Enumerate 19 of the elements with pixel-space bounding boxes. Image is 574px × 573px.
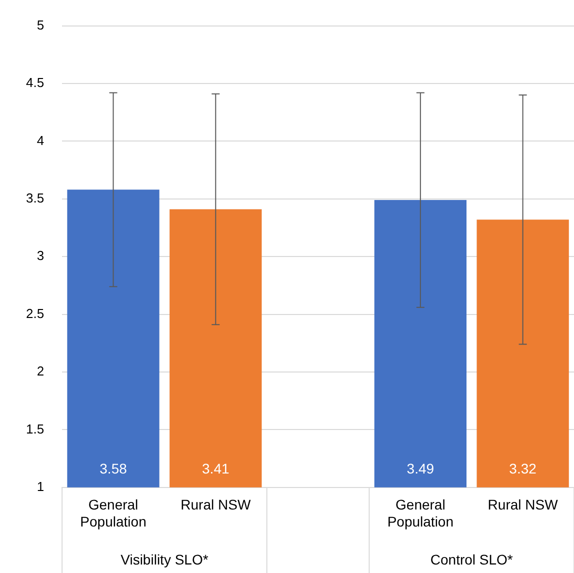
y-tick-label: 2: [36, 364, 44, 379]
y-tick-label: 3: [36, 248, 44, 264]
y-tick-label: 1: [36, 478, 44, 494]
text: Control SLO*: [430, 551, 514, 568]
x-tick-label: Rural NSW: [180, 496, 252, 513]
x-tick-label: General Population: [387, 496, 454, 530]
data-label: 3.58: [100, 460, 128, 476]
text: Visibility SLO*: [120, 551, 209, 568]
data-label: 3.41: [202, 460, 230, 476]
y-tick-label: 5: [36, 17, 44, 32]
y-tick-label: 4: [36, 132, 44, 148]
y-tick-label: 1.5: [26, 421, 44, 436]
y-tick-label: 2.5: [26, 306, 44, 321]
y-tick-label: 4.5: [26, 75, 44, 90]
data-label: 3.32: [509, 460, 537, 476]
y-tick-label: 3.5: [26, 190, 44, 206]
x-tick-label: General Population: [80, 496, 146, 530]
data-label: 3.49: [406, 460, 434, 476]
x-tick-label: Rural NSW: [488, 496, 559, 513]
